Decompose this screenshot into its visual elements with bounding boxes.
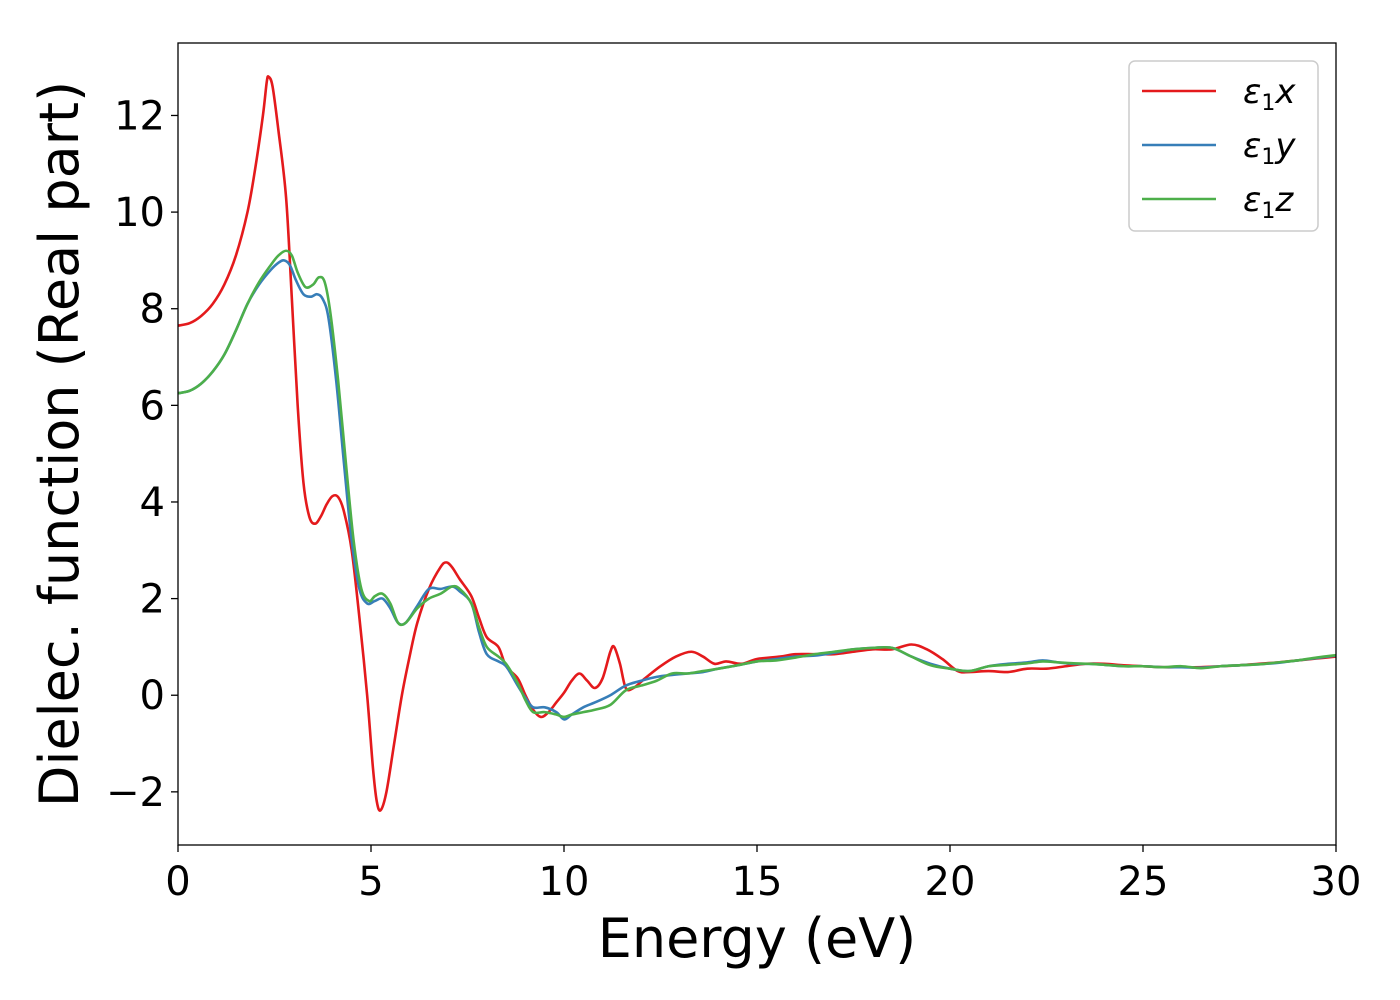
y-tick-label: 8 bbox=[140, 287, 165, 333]
x-tick-label: 20 bbox=[925, 859, 976, 905]
legend-box bbox=[1128, 60, 1319, 232]
y-tick-label: 4 bbox=[140, 480, 165, 526]
x-tick-label: 30 bbox=[1311, 859, 1362, 905]
y-tick-label: 10 bbox=[114, 190, 165, 236]
series-line-x bbox=[178, 74, 1336, 812]
y-tick-label: −2 bbox=[106, 770, 165, 816]
x-axis-label: Energy (eV) bbox=[598, 907, 917, 970]
y-tick-label: 2 bbox=[140, 577, 165, 623]
legend-label-x: ε1x bbox=[1243, 72, 1296, 116]
legend-label-y: ε1y bbox=[1243, 126, 1296, 170]
y-tick-label: 6 bbox=[140, 383, 165, 429]
series-layer bbox=[178, 74, 1336, 812]
legend: ε1x ε1y ε1z bbox=[1128, 60, 1319, 232]
x-tick-label: 5 bbox=[358, 859, 383, 905]
series-line-z bbox=[178, 249, 1336, 719]
y-tick-label: 0 bbox=[140, 673, 165, 719]
x-tick-label: 0 bbox=[165, 859, 190, 905]
x-tick-label: 15 bbox=[732, 859, 783, 905]
y-tick-label: 12 bbox=[114, 93, 165, 139]
y-axis-ticks: −2 0 2 4 6 8 10 12 bbox=[106, 93, 178, 816]
x-tick-label: 25 bbox=[1118, 859, 1169, 905]
y-axis-label: Dielec. function (Real part) bbox=[28, 81, 91, 807]
x-axis-ticks: 0 5 10 15 20 25 30 bbox=[165, 845, 1361, 905]
x-tick-label: 10 bbox=[539, 859, 590, 905]
legend-label-z: ε1z bbox=[1243, 180, 1294, 224]
